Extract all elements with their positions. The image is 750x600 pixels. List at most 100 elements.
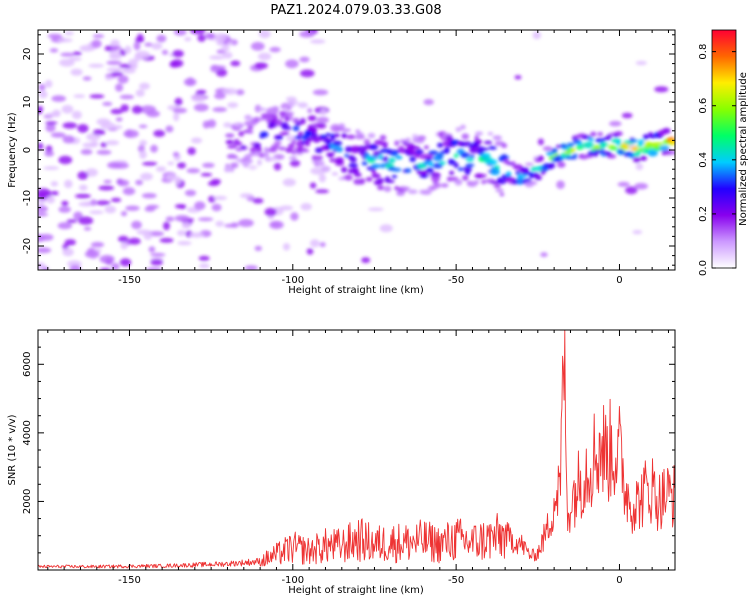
heatmap-cell xyxy=(549,162,556,169)
heatmap-cell xyxy=(307,115,317,122)
heatmap-cell xyxy=(635,60,647,66)
heatmap-cell xyxy=(105,76,112,81)
heatmap-cell xyxy=(57,38,73,43)
heatmap-cell xyxy=(282,243,291,251)
heatmap-cell xyxy=(138,124,148,129)
heatmap-cell xyxy=(223,122,232,128)
heatmap-cell xyxy=(90,241,105,248)
heatmap-cell xyxy=(593,152,599,157)
heatmap-cell xyxy=(84,250,100,258)
heatmap-cell xyxy=(269,46,281,53)
colorbar-tick-label: 0.0 xyxy=(698,260,709,276)
heatmap-cell xyxy=(309,39,326,44)
heatmap-cell xyxy=(556,180,565,189)
heatmap-cell xyxy=(463,166,472,173)
heatmap-cell xyxy=(45,121,58,125)
heatmap-cell xyxy=(150,252,166,257)
heatmap-cell xyxy=(82,76,92,81)
snr-ylabel: SNR (10 * v/v) xyxy=(7,414,18,485)
heatmap-cell xyxy=(198,255,210,261)
heatmap-cell xyxy=(193,103,209,112)
heatmap-cell xyxy=(474,180,480,185)
heatmap-cell xyxy=(99,267,111,270)
heatmap-cell xyxy=(495,188,504,193)
heatmap-cell xyxy=(475,131,483,136)
heatmap-cell xyxy=(409,156,417,162)
heatmap-cell xyxy=(465,163,475,168)
heatmap-cell xyxy=(189,232,205,238)
heatmap-cell xyxy=(285,59,299,69)
heatmap-cell xyxy=(173,30,187,36)
heatmap-cell xyxy=(163,221,170,231)
heatmap-cell xyxy=(382,143,388,148)
heatmap-cell xyxy=(38,212,49,217)
heatmap-cell xyxy=(74,193,91,199)
heatmap-cell xyxy=(542,146,553,151)
heatmap-cell xyxy=(128,58,138,67)
heatmap-cell xyxy=(306,137,314,142)
heatmap-cell xyxy=(583,141,594,149)
heatmap-cell xyxy=(222,51,233,59)
heatmap-cell xyxy=(107,161,121,169)
heatmap-cell xyxy=(169,61,180,68)
heatmap-cell xyxy=(483,140,493,145)
heatmap-cell xyxy=(445,135,453,142)
heatmap-cell xyxy=(346,134,356,140)
heatmap-cell xyxy=(609,146,619,151)
x-tick-label: -100 xyxy=(281,575,304,586)
heatmap-cell xyxy=(465,157,474,162)
heatmap-cell xyxy=(309,182,317,189)
heatmap-cell xyxy=(172,107,187,114)
heatmap-cell xyxy=(215,68,228,77)
heatmap-cell xyxy=(38,142,44,150)
heatmap-cell xyxy=(39,90,48,99)
heatmap-cell xyxy=(395,155,403,160)
heatmap-cell xyxy=(312,89,329,96)
heatmap-cell xyxy=(352,167,359,174)
heatmap-cell xyxy=(540,252,548,258)
heatmap-cell xyxy=(546,151,554,156)
heatmap-cell xyxy=(462,175,469,181)
heatmap-cell xyxy=(49,48,59,53)
heatmap-cell xyxy=(139,139,147,147)
heatmap-cell xyxy=(390,152,399,157)
heatmap-cell xyxy=(537,138,545,146)
heatmap-cell xyxy=(277,135,284,140)
heatmap-cell xyxy=(588,137,594,142)
heatmap-cell xyxy=(480,174,487,178)
heatmap-cell xyxy=(300,203,312,211)
heatmap-cell xyxy=(177,162,186,169)
heatmap-cell xyxy=(625,186,638,195)
heatmap-cell xyxy=(105,140,120,146)
heatmap-cell xyxy=(135,37,145,43)
heatmap-cell xyxy=(363,139,371,146)
heatmap-cell xyxy=(247,159,254,163)
heatmap-cell xyxy=(257,147,262,153)
heatmap-cell xyxy=(488,146,497,150)
heatmap-cell xyxy=(230,162,239,169)
heatmap-cell xyxy=(139,82,150,90)
heatmap-cell xyxy=(102,101,113,106)
heatmap-cell xyxy=(92,34,105,38)
heatmap-cell xyxy=(594,149,602,154)
heatmap-cell xyxy=(487,132,494,136)
heatmap-cell xyxy=(95,200,111,206)
heatmap-cell xyxy=(146,110,161,118)
heatmap-cell xyxy=(355,134,366,140)
heatmap-cell xyxy=(200,172,213,177)
heatmap-cell xyxy=(247,130,254,134)
heatmap-cell xyxy=(227,145,237,149)
heatmap-cell xyxy=(38,84,46,91)
heatmap-cell xyxy=(78,216,94,225)
heatmap-cell xyxy=(383,185,392,192)
heatmap-cell xyxy=(405,137,411,143)
heatmap-cell xyxy=(215,220,225,227)
spectrogram-xlabel: Height of straight line (km) xyxy=(288,285,424,296)
heatmap-cell xyxy=(274,141,282,145)
heatmap-cell xyxy=(44,79,53,88)
heatmap-cell xyxy=(165,174,177,181)
heatmap-cell xyxy=(506,171,512,177)
heatmap-cell xyxy=(404,168,412,173)
heatmap-cell xyxy=(338,123,345,130)
heatmap-cell xyxy=(444,146,450,154)
